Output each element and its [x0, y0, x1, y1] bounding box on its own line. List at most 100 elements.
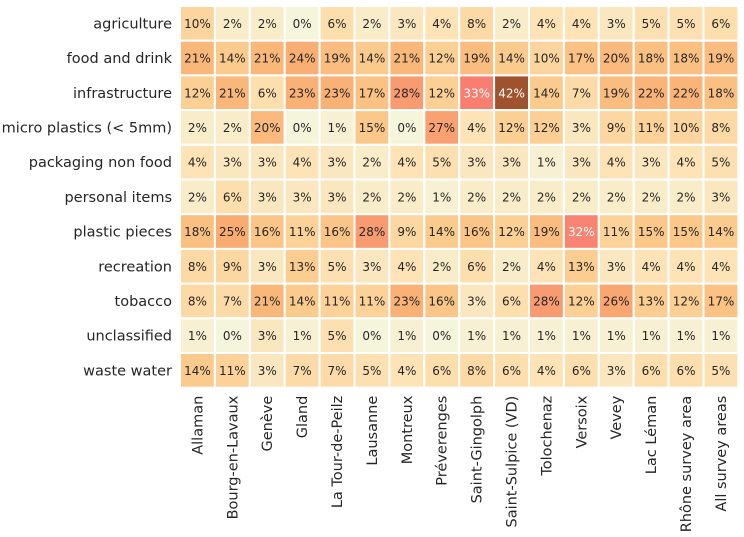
heatmap-cell — [423, 143, 461, 181]
cell-value-label: 3% — [328, 190, 347, 204]
cell-value-label: 13% — [638, 294, 665, 308]
cell-value-label: 3% — [467, 156, 486, 170]
cell-value-label: 3% — [607, 260, 626, 274]
cell-value-label: 4% — [711, 260, 730, 274]
cell-value-label: 4% — [642, 260, 661, 274]
cell-value-label: 3% — [711, 190, 730, 204]
cell-value-label: 3% — [572, 121, 591, 135]
heatmap-cell — [388, 39, 426, 77]
cell-value-label: 6% — [502, 294, 521, 308]
heatmap-cell — [423, 213, 461, 250]
cell-value-label: 6% — [502, 364, 521, 378]
cell-value-label: 14% — [184, 364, 211, 378]
cell-value-label: 15% — [673, 225, 700, 239]
cell-value-label: 2% — [362, 190, 381, 204]
cell-value-label: 4% — [677, 156, 696, 170]
cell-value-label: 1% — [677, 329, 696, 343]
heatmap-cell — [248, 39, 286, 77]
cell-value-label: 17% — [359, 86, 386, 100]
cell-value-label: 12% — [533, 121, 560, 135]
cell-value-label: 28% — [359, 225, 386, 239]
cell-value-label: 16% — [463, 225, 490, 239]
cell-value-label: 4% — [293, 156, 312, 170]
cell-value-label: 21% — [394, 52, 421, 66]
row-label: food and drink — [67, 51, 173, 67]
heatmap-cell — [702, 247, 740, 285]
cell-value-label: 1% — [537, 156, 556, 170]
heatmap-cell — [179, 317, 216, 354]
cell-value-label: 1% — [642, 329, 661, 343]
cell-value-label: 2% — [223, 17, 242, 31]
cell-value-label: 20% — [603, 52, 630, 66]
cell-value-label: 12% — [428, 86, 455, 100]
cell-value-label: 4% — [607, 156, 626, 170]
cell-value-label: 0% — [223, 329, 242, 343]
heatmap-cell — [702, 143, 740, 181]
cell-value-label: 9% — [607, 121, 626, 135]
heatmap-cell — [283, 39, 321, 77]
heatmap-cell — [179, 213, 216, 250]
cell-value-label: 3% — [467, 294, 486, 308]
cell-value-label: 24% — [289, 52, 316, 66]
cell-value-label: 2% — [537, 190, 556, 204]
column-label: Lausanne — [365, 396, 381, 466]
heatmap-cell — [702, 317, 740, 354]
heatmap-cell — [423, 5, 461, 42]
cell-value-label: 2% — [362, 156, 381, 170]
heatmap-cell — [667, 143, 705, 181]
heatmap-cell — [213, 109, 251, 146]
heatmap-cell — [702, 352, 740, 389]
cell-value-label: 17% — [568, 52, 595, 66]
cell-value-label: 28% — [394, 86, 421, 100]
cell-value-label: 32% — [568, 225, 595, 239]
cell-value-label: 5% — [362, 364, 381, 378]
cell-value-label: 14% — [219, 52, 246, 66]
heatmap-cell — [632, 74, 670, 112]
cell-value-label: 2% — [362, 17, 381, 31]
cell-value-label: 20% — [254, 121, 281, 135]
cell-value-label: 14% — [359, 52, 386, 66]
cell-value-label: 3% — [362, 260, 381, 274]
cell-value-label: 5% — [432, 156, 451, 170]
heatmap-cell — [318, 317, 356, 354]
cell-value-label: 4% — [397, 156, 416, 170]
cell-value-label: 8% — [467, 364, 486, 378]
cell-value-label: 1% — [572, 329, 591, 343]
cell-value-label: 3% — [258, 329, 277, 343]
cell-value-label: 23% — [394, 294, 421, 308]
heatmap-cell — [493, 5, 531, 42]
row-label: waste water — [83, 363, 172, 379]
cell-value-label: 2% — [223, 121, 242, 135]
column-label: Tolochenaz — [539, 396, 555, 477]
cell-value-label: 3% — [607, 17, 626, 31]
heatmap-cell — [388, 213, 426, 250]
heatmap-cell — [283, 352, 321, 389]
cell-value-label: 3% — [258, 260, 277, 274]
heatmap-cell — [353, 109, 391, 146]
cell-value-label: 1% — [502, 329, 521, 343]
column-label: Versoix — [574, 395, 590, 448]
cell-value-label: 14% — [289, 294, 316, 308]
column-label: Montreux — [400, 395, 416, 464]
cell-value-label: 18% — [638, 52, 665, 66]
cell-value-label: 14% — [498, 52, 525, 66]
cell-value-label: 6% — [258, 86, 277, 100]
cell-value-label: 1% — [432, 190, 451, 204]
column-label: La Tour-de-Peilz — [330, 396, 346, 508]
row-label: personal items — [64, 190, 172, 206]
cell-value-label: 3% — [642, 156, 661, 170]
cell-value-label: 2% — [502, 260, 521, 274]
cell-value-label: 9% — [397, 225, 416, 239]
heatmap-cell — [318, 143, 356, 181]
cell-value-label: 3% — [328, 156, 347, 170]
cell-value-label: 11% — [603, 225, 630, 239]
heatmap-cell — [213, 178, 251, 216]
cell-value-label: 11% — [638, 121, 665, 135]
cell-value-label: 2% — [502, 190, 521, 204]
heatmap-cell — [632, 282, 670, 320]
cell-value-label: 1% — [607, 329, 626, 343]
heatmap-cell — [597, 352, 635, 389]
heatmap-cell — [458, 178, 496, 216]
cell-value-label: 16% — [324, 225, 351, 239]
